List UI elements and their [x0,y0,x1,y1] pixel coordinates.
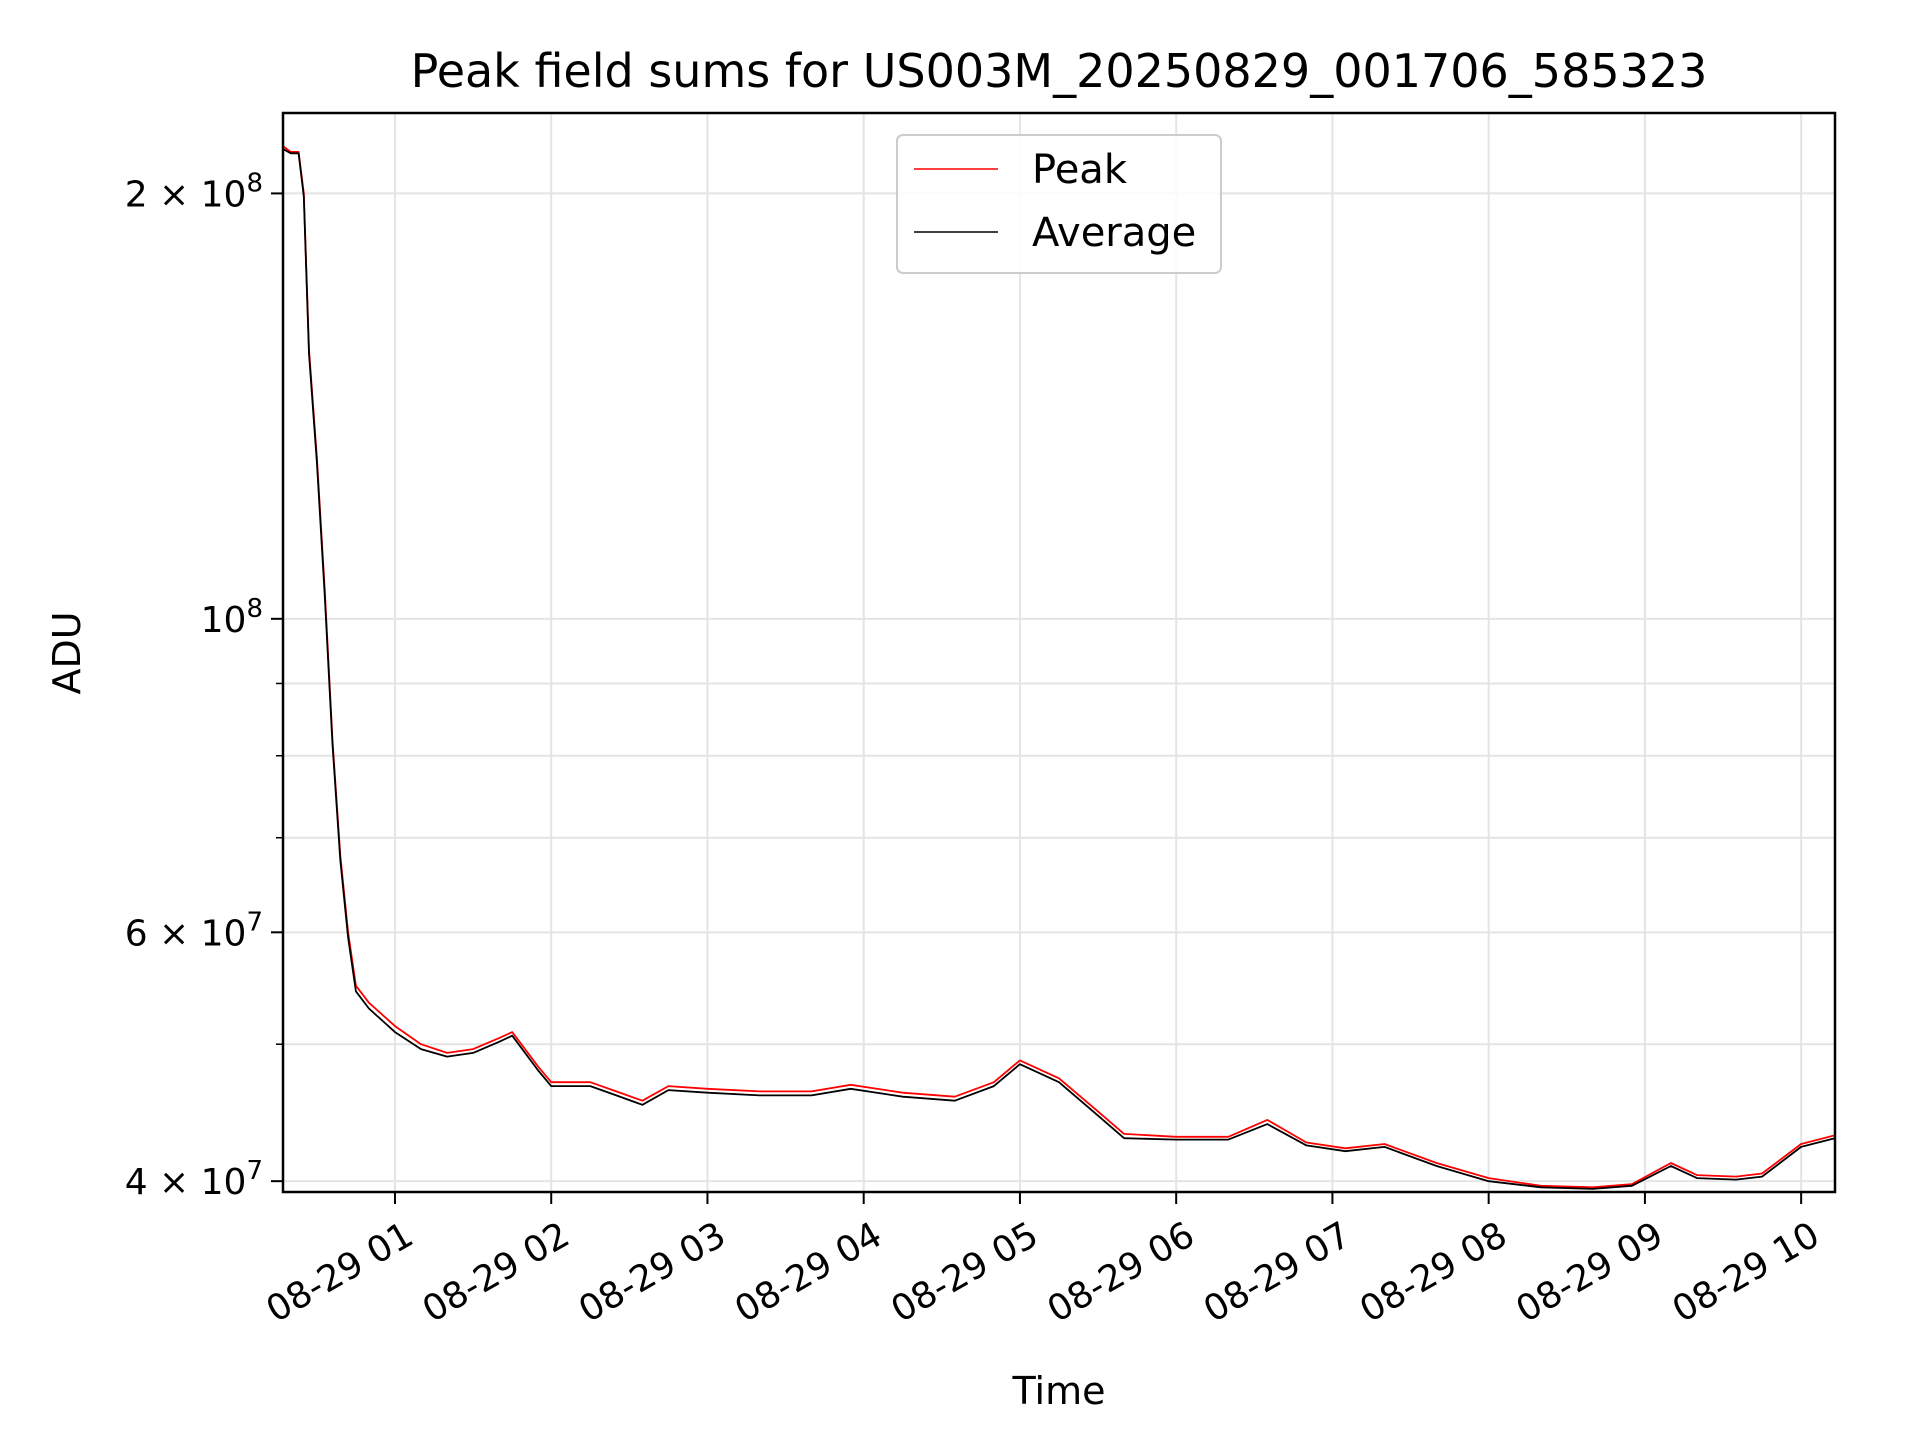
legend-label-peak: Peak [1032,147,1128,193]
series-line-average [283,148,1835,1190]
x-axis-label: Time [1012,1369,1106,1413]
chart-title: Peak field sums for US003M_20250829_0017… [411,44,1708,98]
y-tick-label: 108 [201,594,263,641]
y-tick-label: 2 × 108 [125,168,263,215]
series-lines [283,145,1835,1190]
plot-frame [281,111,1837,1194]
y-tick-label: 4 × 107 [125,1156,263,1203]
y-axis-label: ADU [45,611,89,694]
series-line-peak [283,145,1835,1189]
legend: Peak Average [896,134,1222,274]
legend-label-average: Average [1032,210,1196,256]
y-axis-ticks: 4 × 107 6 × 107 108 2 × 108 [125,168,283,1203]
y-tick-label: 6 × 107 [125,907,263,954]
